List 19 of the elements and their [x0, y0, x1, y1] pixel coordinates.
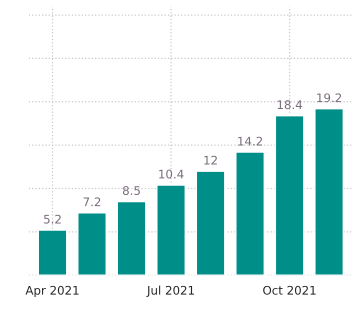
x-tick-label: Jul 2021: [146, 286, 194, 297]
x-tick-label: Oct 2021: [263, 286, 316, 295]
data-label: 7.2: [84, 197, 100, 206]
bar: [314, 108, 344, 276]
bar: [38, 229, 68, 276]
bar: [274, 114, 304, 276]
data-label: 8.5: [122, 186, 140, 196]
data-label: 19.2: [317, 93, 342, 102]
bar: [196, 170, 226, 276]
bar: [77, 212, 107, 276]
data-label: 18.4: [278, 100, 302, 110]
data-label: 12: [204, 156, 217, 165]
data-label: 5.2: [44, 214, 61, 224]
bar: [116, 200, 146, 276]
bar: [235, 151, 265, 276]
x-tick-label: Apr 2021: [25, 286, 79, 298]
data-label: 10.4: [159, 170, 184, 179]
bar: [156, 184, 186, 276]
data-label: 14.2: [238, 136, 262, 146]
